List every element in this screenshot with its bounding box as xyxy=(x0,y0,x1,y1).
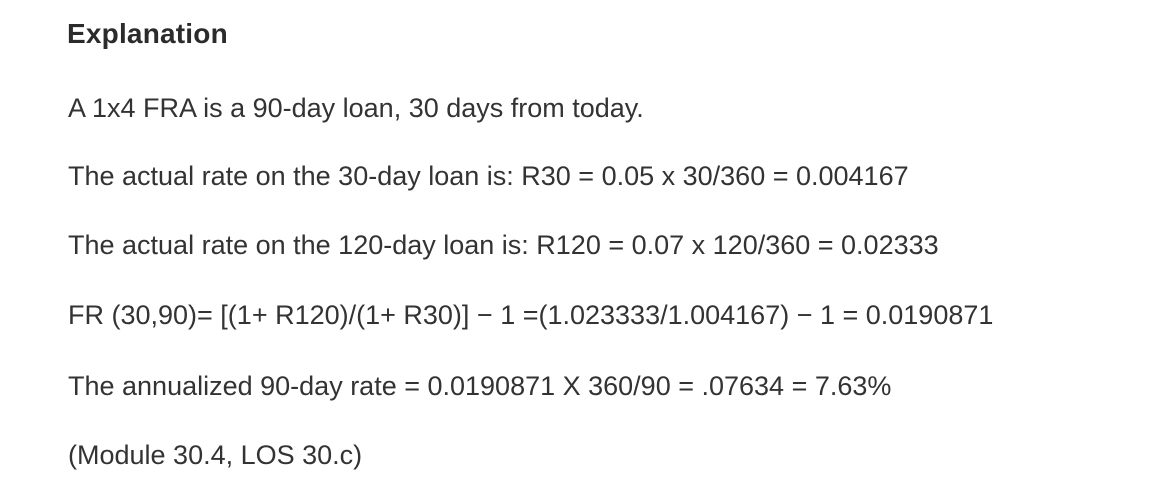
forward-rate-formula-line: FR (30,90)= [(1+ R120)/(1+ R30)] − 1 =(1… xyxy=(68,300,994,330)
annualized-rate-line: The annualized 90-day rate = 0.0190871 X… xyxy=(68,371,892,401)
fra-description-line: A 1x4 FRA is a 90-day loan, 30 days from… xyxy=(68,93,644,123)
rate-120-day-line: The actual rate on the 120-day loan is: … xyxy=(68,230,939,260)
explanation-heading: Explanation xyxy=(67,18,228,49)
module-reference-line: (Module 30.4, LOS 30.c) xyxy=(68,440,363,470)
rate-30-day-line: The actual rate on the 30-day loan is: R… xyxy=(68,161,909,191)
